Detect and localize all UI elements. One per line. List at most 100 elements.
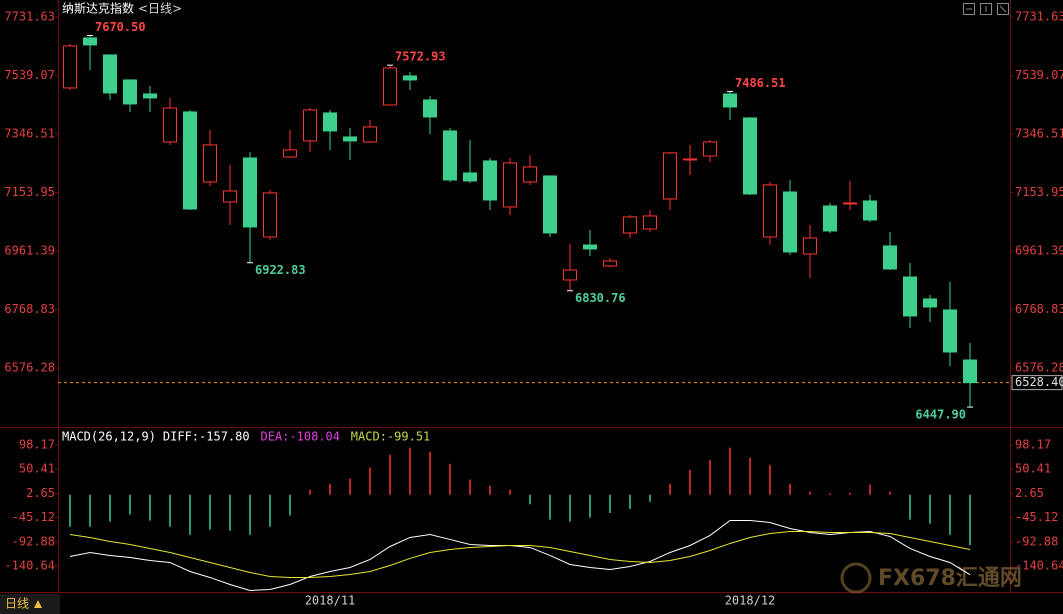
candle-body — [303, 109, 317, 142]
candle-body — [883, 245, 897, 270]
candle-body — [743, 117, 757, 195]
y-tick-label-right: 7153.95 — [1015, 185, 1063, 199]
candle-body — [583, 244, 597, 250]
candle-body — [783, 191, 797, 253]
candle-body — [863, 200, 877, 221]
candle-body — [163, 107, 177, 143]
candle-body — [623, 216, 637, 234]
y-tick-label-right: 98.17 — [1015, 438, 1051, 452]
candle-body — [903, 276, 917, 317]
period-tab[interactable] — [0, 594, 60, 614]
low-label: 6922.83 — [255, 263, 306, 277]
icon-glyph — [999, 5, 1007, 13]
x-tick-label: 2018/11 — [305, 594, 356, 608]
candle-body — [603, 260, 617, 267]
candle-body — [363, 126, 377, 143]
y-tick-label: 2.65 — [26, 486, 55, 500]
watermark: FX678汇通网 — [878, 566, 1022, 591]
dea-line — [69, 530, 971, 578]
candle-body — [223, 190, 237, 203]
tab-arrow[interactable] — [34, 600, 42, 608]
y-tick-label: 7539.07 — [4, 68, 55, 82]
y-tick-label-right: 6961.39 — [1015, 244, 1063, 258]
y-tick-label: 98.17 — [19, 438, 55, 452]
y-tick-label-right: 50.41 — [1015, 462, 1051, 476]
high-label: 7486.51 — [735, 76, 786, 90]
candle-body — [243, 157, 257, 228]
legend-entry: MACD:-99.51 — [351, 430, 430, 444]
y-tick-label: 7346.51 — [4, 126, 55, 140]
candle-body — [703, 141, 717, 157]
y-tick-label: -140.64 — [4, 559, 55, 573]
macd-title: MACD(26,12,9) — [62, 430, 156, 444]
y-tick-label-right: 7731.63 — [1015, 9, 1063, 23]
x-tick-label: 2018/12 — [725, 594, 776, 608]
low-label: 6830.76 — [575, 291, 626, 305]
y-tick-label: 7153.95 — [4, 185, 55, 199]
diff-line — [69, 519, 971, 591]
footer-period[interactable]: 日线 — [5, 597, 29, 611]
candle-body — [803, 237, 817, 255]
y-tick-label: 6961.39 — [4, 244, 55, 258]
candle-body — [823, 205, 837, 232]
candle-body — [643, 215, 657, 230]
y-tick-label-right: 7346.51 — [1015, 126, 1063, 140]
candle-body — [383, 67, 397, 106]
y-tick-label: 6576.28 — [4, 361, 55, 375]
y-tick-label-right: -45.12 — [1015, 510, 1058, 524]
candle-body — [263, 192, 277, 238]
y-tick-label-right: 6576.28 — [1015, 361, 1063, 375]
icon-button[interactable] — [997, 3, 1009, 15]
low-label: 6447.90 — [915, 408, 966, 422]
candle-body — [323, 112, 337, 132]
candle-body — [723, 93, 737, 108]
candle-body — [63, 45, 77, 89]
candle-body — [143, 93, 157, 99]
candle-body — [503, 162, 517, 208]
period-label: <日线> — [138, 2, 182, 16]
window-controls[interactable] — [963, 3, 1009, 15]
candle-body — [423, 99, 437, 118]
chart-title: 纳斯达克指数 — [62, 1, 134, 16]
candle-body — [283, 149, 297, 158]
candle-body — [403, 75, 417, 81]
candle-body — [843, 202, 857, 205]
y-tick-label: -92.88 — [12, 534, 55, 548]
candle-body — [123, 79, 137, 105]
icon-button[interactable] — [963, 3, 975, 15]
candle-body — [103, 54, 117, 94]
watermark-logo — [840, 562, 872, 594]
candle-body — [923, 298, 937, 308]
last-price-box — [1011, 375, 1063, 391]
last-price-label: 6528.40 — [1015, 375, 1063, 389]
candle-body — [543, 175, 557, 234]
candle-body — [203, 144, 217, 183]
high-label: 7670.50 — [95, 20, 146, 34]
y-tick-label: 50.41 — [19, 462, 55, 476]
candle-body — [963, 359, 977, 384]
candle-body — [483, 160, 497, 201]
candle-body — [763, 184, 777, 238]
candle-body — [463, 172, 477, 182]
y-tick-label: 6768.83 — [4, 302, 55, 316]
high-label: 7572.93 — [395, 50, 446, 64]
legend-entry: DIFF:-157.80 — [163, 430, 250, 444]
y-tick-label: -45.12 — [12, 510, 55, 524]
candle-body — [683, 158, 697, 161]
candle-body — [523, 166, 537, 183]
y-tick-label-right: -140.64 — [1015, 559, 1063, 573]
candle-body — [343, 136, 357, 142]
y-tick-label-right: 6768.83 — [1015, 302, 1063, 316]
candle-body — [83, 37, 97, 46]
candle-body — [663, 152, 677, 200]
legend-entry: DEA:-108.04 — [261, 430, 340, 444]
icon-button[interactable] — [980, 3, 992, 15]
candle-body — [563, 269, 577, 281]
candle-body — [943, 309, 957, 353]
candle-body — [183, 111, 197, 210]
y-tick-label-right: -92.88 — [1015, 534, 1058, 548]
y-tick-label-right: 7539.07 — [1015, 68, 1063, 82]
